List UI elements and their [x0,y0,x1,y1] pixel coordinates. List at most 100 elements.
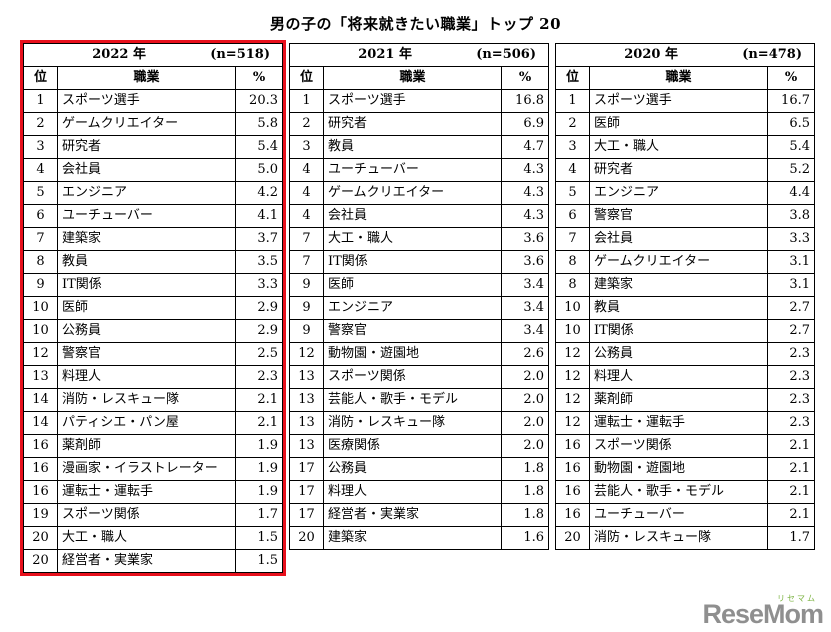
occupation-cell: 建築家 [57,227,236,251]
year-header-content: 2022 年 (n=518) [28,47,278,62]
rank-cell: 4 [289,158,324,182]
column-header-percent: % [501,66,549,90]
rank-cell: 8 [555,250,590,274]
rank-table-2020: 2020 年 (n=478) 位職業% 1 スポーツ選手 16.7 2 医師 6.5 3 大工・職人… [555,43,815,550]
percent-cell: 1.5 [235,526,283,550]
percent-cell: 3.4 [501,296,549,320]
year-header: 2020 年 (n=478) [555,43,815,67]
table-row: 12 運転士・運転手 2.3 [555,411,815,435]
table-row: 13 スポーツ関係 2.0 [289,365,549,389]
percent-cell: 16.7 [767,89,815,113]
occupation-cell: スポーツ選手 [323,89,502,113]
rank-table-2021: 2021 年 (n=506) 位職業% 1 スポーツ選手 16.8 2 研究者 6.9 3 教員 4.… [289,43,549,550]
table-row: 10 医師 2.9 [23,296,283,320]
rank-cell: 13 [289,388,324,412]
percent-cell: 3.5 [235,250,283,274]
percent-cell: 1.9 [235,457,283,481]
table-row: 14 消防・レスキュー隊 2.1 [23,388,283,412]
occupation-cell: ゲームクリエイター [323,181,502,205]
rank-table-2022: 2022 年 (n=518) 位職業% 1 スポーツ選手 20.3 2 ゲームクリエイター 5.… [23,43,283,573]
percent-cell: 2.9 [235,319,283,343]
percent-cell: 16.8 [501,89,549,113]
occupation-cell: エンジニア [57,181,236,205]
percent-cell: 3.1 [767,250,815,274]
table-row: 16 運転士・運転手 1.9 [23,480,283,504]
rank-cell: 9 [289,273,324,297]
occupation-cell: 消防・レスキュー隊 [589,526,768,550]
table-row: 17 経営者・実業家 1.8 [289,503,549,527]
table-row: 5 エンジニア 4.4 [555,181,815,205]
table-row: 20 建築家 1.6 [289,526,549,550]
percent-cell: 4.3 [501,204,549,228]
percent-cell: 2.0 [501,411,549,435]
occupation-cell: スポーツ関係 [589,434,768,458]
percent-cell: 2.1 [767,434,815,458]
occupation-cell: 医師 [57,296,236,320]
table-row: 12 薬剤師 2.3 [555,388,815,412]
percent-cell: 1.8 [501,480,549,504]
rank-cell: 12 [23,342,58,366]
table-row: 8 教員 3.5 [23,250,283,274]
percent-cell: 4.1 [235,204,283,228]
rank-cell: 4 [23,158,58,182]
column-header-rank: 位 [289,66,324,90]
rank-cell: 16 [555,457,590,481]
rank-cell: 13 [289,411,324,435]
rank-cell: 14 [23,388,58,412]
percent-cell: 2.1 [235,388,283,412]
percent-cell: 3.8 [767,204,815,228]
occupation-cell: パティシエ・パン屋 [57,411,236,435]
table-row: 4 ユーチューバー 4.3 [289,158,549,182]
table-row: 10 IT関係 2.7 [555,319,815,343]
table-row: 1 スポーツ選手 16.7 [555,89,815,113]
table-row: 13 消防・レスキュー隊 2.0 [289,411,549,435]
table-row: 7 IT関係 3.6 [289,250,549,274]
table-row: 3 大工・職人 5.4 [555,135,815,159]
occupation-cell: IT関係 [57,273,236,297]
table-row: 10 教員 2.7 [555,296,815,320]
occupation-cell: 教員 [323,135,502,159]
table-row: 4 研究者 5.2 [555,158,815,182]
percent-cell: 1.8 [501,503,549,527]
year-header: 2021 年 (n=506) [289,43,549,67]
table-row: 16 芸能人・歌手・モデル 2.1 [555,480,815,504]
occupation-cell: ユーチューバー [323,158,502,182]
percent-cell: 1.6 [501,526,549,550]
occupation-cell: 研究者 [57,135,236,159]
rank-cell: 8 [23,250,58,274]
resemom-watermark: リセマム ReseMom [702,595,824,630]
rank-cell: 16 [23,480,58,504]
percent-cell: 2.1 [767,480,815,504]
column-header-percent: % [235,66,283,90]
percent-cell: 2.3 [767,342,815,366]
table-row: 17 公務員 1.8 [289,457,549,481]
year-label: 2021 年 [358,46,412,62]
percent-cell: 20.3 [235,89,283,113]
table-row: 13 芸能人・歌手・モデル 2.0 [289,388,549,412]
page-title: 男の子の「将来就きたい職業」トップ 20 [269,15,562,33]
rank-cell: 3 [23,135,58,159]
table-row: 10 公務員 2.9 [23,319,283,343]
percent-cell: 4.3 [501,158,549,182]
rank-cell: 4 [289,181,324,205]
rank-cell: 17 [289,503,324,527]
rank-cell: 16 [555,434,590,458]
percent-cell: 6.5 [767,112,815,136]
rank-cell: 1 [555,89,590,113]
occupation-cell: 研究者 [589,158,768,182]
occupation-cell: スポーツ選手 [57,89,236,113]
rank-cell: 10 [555,319,590,343]
percent-cell: 4.3 [501,181,549,205]
rank-cell: 16 [555,503,590,527]
rank-cell: 6 [23,204,58,228]
table-row: 9 警察官 3.4 [289,319,549,343]
table-row: 9 エンジニア 3.4 [289,296,549,320]
rank-cell: 20 [555,526,590,550]
occupation-cell: 公務員 [57,319,236,343]
resemom-logo-text: ReseMom [702,599,824,630]
percent-cell: 1.8 [501,457,549,481]
rank-cell: 20 [23,549,58,573]
table-row: 20 消防・レスキュー隊 1.7 [555,526,815,550]
occupation-cell: 建築家 [323,526,502,550]
